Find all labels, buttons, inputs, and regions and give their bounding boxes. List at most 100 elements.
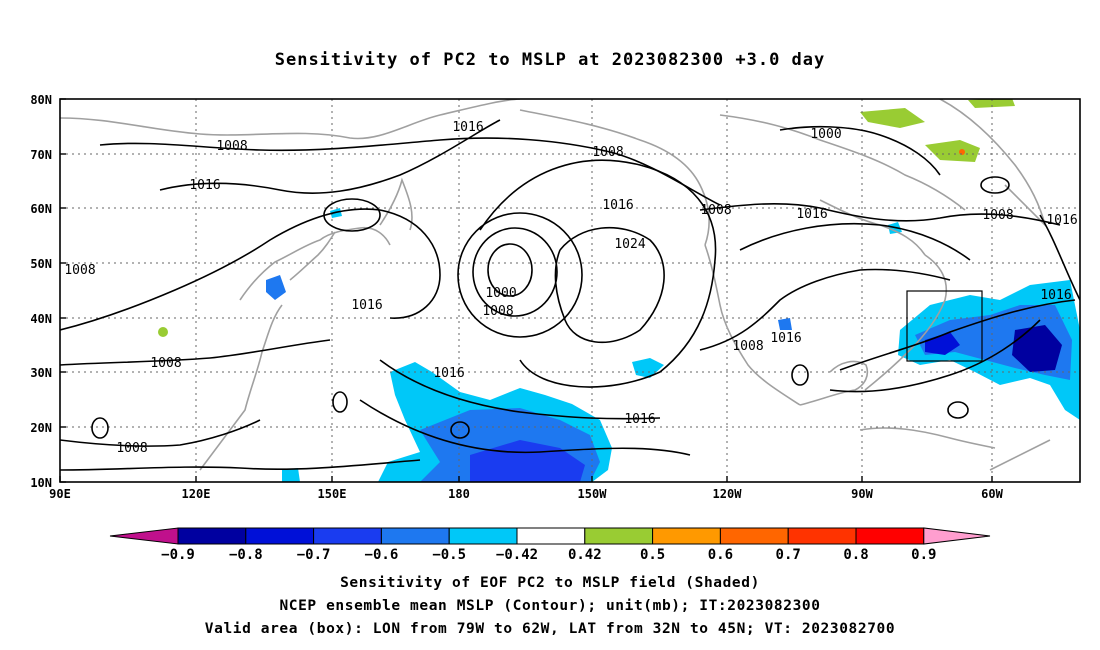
colorbar-swatch: [177, 527, 247, 545]
contour-1016-north: [159, 119, 501, 194]
plot-frame: [59, 98, 1081, 483]
coastline-china: [199, 304, 283, 471]
colorbar-swatch: [448, 527, 518, 545]
contour-1016-south: [379, 359, 661, 420]
coastline-east-asia: [239, 226, 391, 301]
shade-green-4: [158, 327, 168, 337]
coastline-greenland: [939, 99, 1047, 228]
colorbar-high-arrow: [923, 527, 991, 545]
contour-1024: [554, 226, 665, 344]
contour-1016-trade: [359, 399, 691, 456]
colorbar: −0.9 −0.8 −0.7 −0.6 −0.5 −0.42 0.42 0.5 0.6 0.7 0.…: [109, 527, 991, 563]
contour-label: 1000: [485, 286, 516, 301]
contour-label: 1016: [1040, 288, 1071, 303]
y-tick-label: 30N: [30, 366, 52, 380]
contour-label: 1016: [351, 298, 382, 313]
shade-green-1: [860, 108, 925, 128]
x-tick-label: 180: [448, 487, 470, 501]
shade-spot-3: [778, 318, 792, 330]
colorbar-label: 0.8: [843, 547, 868, 563]
grid: [60, 99, 1080, 482]
x-tick-label: 150W: [578, 487, 608, 501]
mslp-contours: [60, 119, 1080, 471]
contour-label: 1008: [700, 203, 731, 218]
contour-1000-north: [779, 125, 941, 176]
contour-label: 1016: [796, 207, 827, 222]
x-tick-label: 120E: [182, 487, 211, 501]
colorbar-swatch: [584, 527, 654, 545]
coastline-japan: [289, 231, 336, 281]
contour-label: 1016: [433, 366, 464, 381]
colorbar-label: 0.42: [568, 547, 602, 563]
contour-1016-far-east: [1039, 214, 1080, 301]
shade-green-3: [968, 99, 1015, 108]
colorbar-label: −0.6: [365, 547, 399, 563]
closed-contour-gulf: [791, 364, 809, 386]
y-axis-labels: 80N 70N 60N 50N 40N 30N 20N 10N: [30, 93, 52, 490]
y-tick-label: 50N: [30, 257, 52, 271]
closed-contour-tropical-2: [332, 391, 348, 413]
contour-label: 1024: [614, 237, 645, 252]
caption-valid-area: Valid area (box): LON from 79W to 62W, L…: [204, 621, 896, 637]
contour-1008-china: [60, 419, 261, 447]
map-title: Sensitivity of PC2 to MSLP at 2023082300…: [274, 50, 826, 70]
shade-japan: [266, 275, 286, 300]
contour-1008-east-coast: [699, 268, 951, 351]
coastline-asia-north: [60, 99, 521, 140]
colorbar-swatch: [245, 527, 315, 545]
y-tick-label: 60N: [30, 202, 52, 216]
low-pressure-ring-1: [472, 227, 558, 317]
shade-atlantic-core: [1012, 325, 1062, 372]
contour-label: 1008: [482, 304, 513, 319]
colorbar-label: −0.5: [432, 547, 466, 563]
x-axis-labels: 90E 120E 150E 180 150W 120W 90W 60W: [49, 487, 1003, 501]
colorbar-swatch: [380, 527, 450, 545]
contour-tropical-1: [60, 459, 421, 471]
colorbar-swatch: [855, 527, 925, 545]
contour-label: 1008: [982, 208, 1013, 223]
shade-green-2: [925, 140, 980, 162]
contour-label: 1008: [116, 441, 147, 456]
colorbar-swatch: [719, 527, 789, 545]
colorbar-label: 0.6: [708, 547, 733, 563]
colorbar-label: −0.8: [229, 547, 263, 563]
x-tick-label: 90W: [851, 487, 873, 501]
colorbar-swatch: [313, 527, 382, 545]
closed-contour-greenland: [980, 176, 1010, 194]
contour-1008-canada: [699, 203, 1061, 226]
y-tick-label: 70N: [30, 148, 52, 162]
contour-label: 1008: [150, 356, 181, 371]
valid-area-box: [906, 290, 983, 362]
x-tick-label: 90E: [49, 487, 71, 501]
caption-shaded: Sensitivity of EOF PC2 to MSLP field (Sh…: [340, 575, 760, 591]
contour-label: 1016: [1046, 213, 1077, 228]
closed-contour-okhotsk: [323, 198, 381, 232]
shade-spot-5: [282, 468, 300, 482]
y-tick-label: 20N: [30, 421, 52, 435]
closed-contour-tropical-3: [450, 421, 470, 439]
caption-contour: NCEP ensemble mean MSLP (Contour); unit(…: [279, 598, 821, 614]
closed-contour-atlantic-small: [947, 401, 969, 419]
colorbar-swatch: [516, 527, 586, 545]
colorbar-swatch: [652, 527, 721, 545]
contour-1016-pacific-high: [479, 159, 717, 388]
contour-label: 1016: [770, 331, 801, 346]
coastline-arctic-archipelago: [719, 114, 966, 211]
x-tick-label: 120W: [713, 487, 743, 501]
colorbar-low-arrow: [109, 527, 179, 545]
contour-label: 1016: [624, 412, 655, 427]
contour-label: 1008: [64, 263, 95, 278]
coastline-caribbean: [859, 427, 996, 449]
closed-contour-tropical-1: [91, 417, 109, 439]
low-pressure-ring-2: [457, 212, 583, 338]
y-tick-label: 80N: [30, 93, 52, 107]
contour-1016-atlantic-south: [829, 319, 1041, 393]
y-tick-label: 10N: [30, 476, 52, 490]
colorbar-label: −0.42: [496, 547, 538, 563]
tick-marks: [59, 98, 993, 483]
contour-label: 1016: [602, 198, 633, 213]
colorbar-label: 0.9: [911, 547, 936, 563]
colorbar-label: −0.7: [297, 547, 331, 563]
coastline-gulf-of-mexico: [799, 360, 869, 406]
